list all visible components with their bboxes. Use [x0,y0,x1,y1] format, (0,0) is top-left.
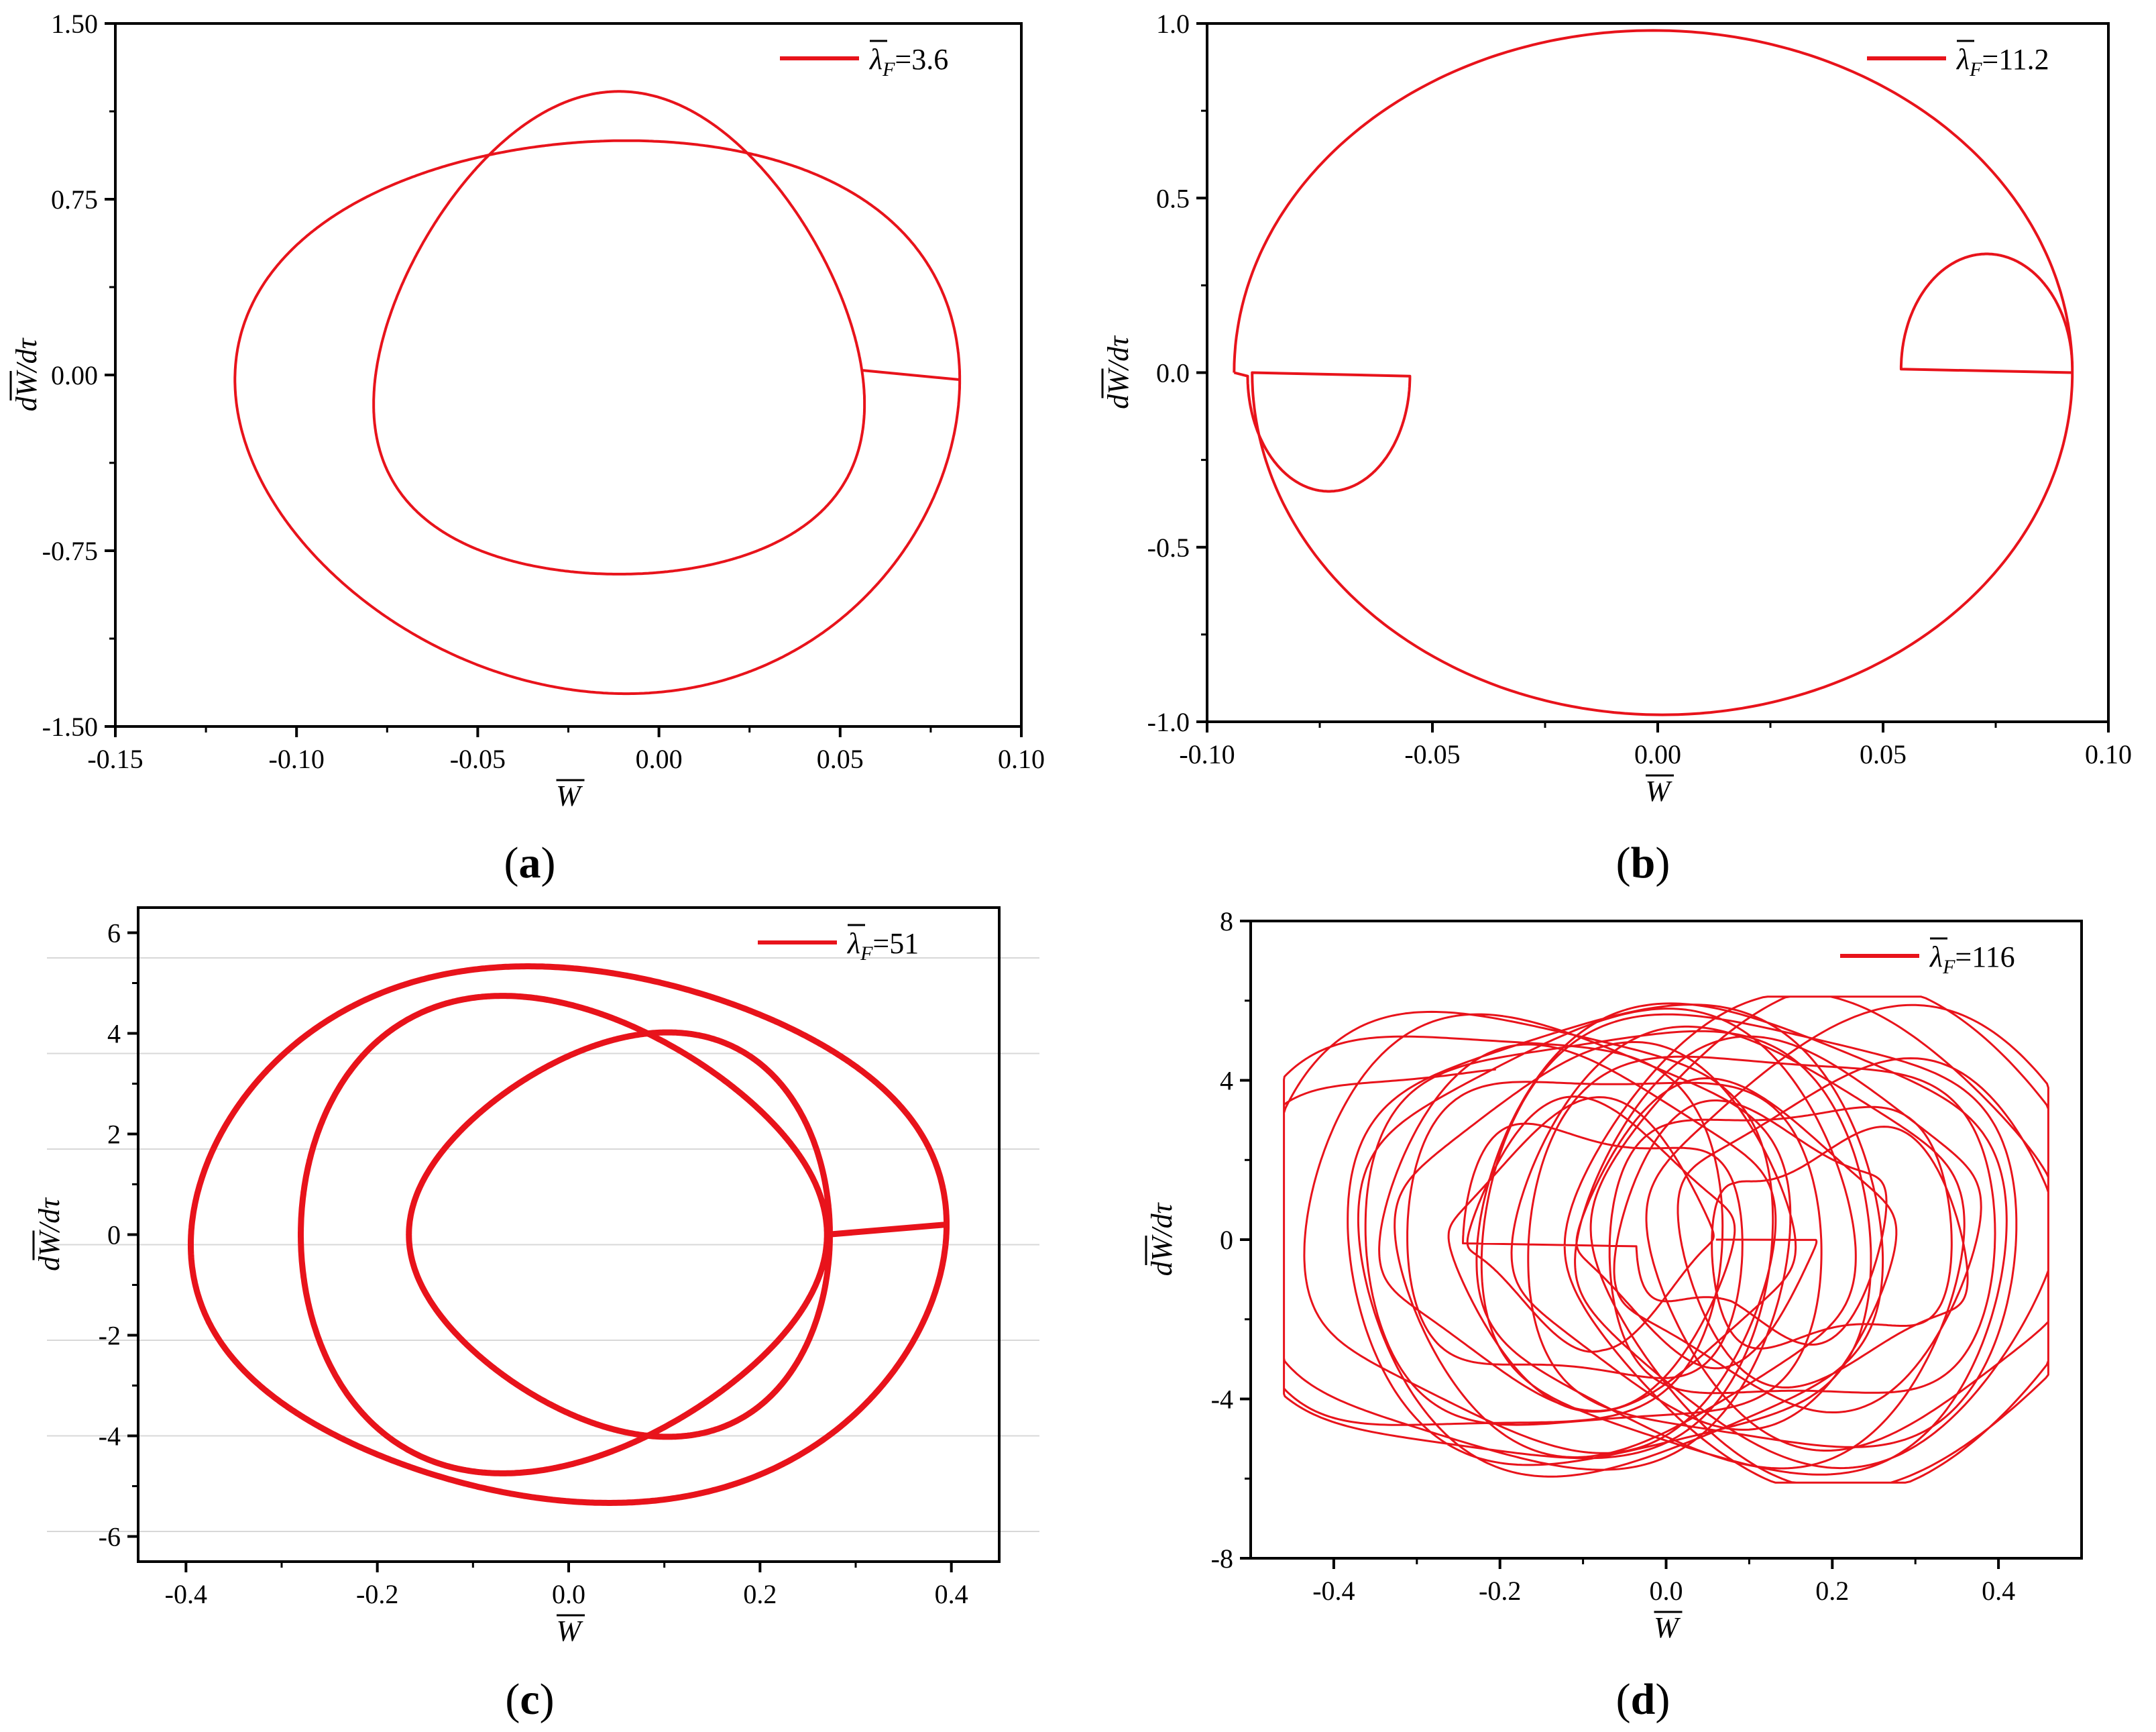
y-tick-label: 0.0 [1156,358,1190,388]
legend-subscript: F [1942,956,1955,978]
y-tick-label: 0.75 [51,184,98,215]
phase-trajectory [1233,29,2074,716]
x-axis-label: W [1654,1611,1681,1644]
y-axis-label: dW/dτ [10,337,43,411]
x-tick-label: -0.10 [269,744,325,774]
x-axis-label: W [557,1615,583,1647]
plot-frame [1206,22,2110,723]
x-tick-label: -0.4 [1312,1576,1355,1606]
y-tick-label: -0.5 [1147,533,1190,563]
panel-caption: (c) [505,1675,554,1724]
legend-value: =116 [1955,940,2015,973]
x-tick-label: -0.10 [1179,739,1235,769]
y-axis-label-group: dW/dτ [1145,1201,1178,1276]
x-tick-label: 0.0 [1650,1576,1683,1606]
legend-subscript: F [882,58,895,80]
panel-caption: (a) [504,838,556,887]
legend-label: λF=116 [1929,940,2015,978]
y-tick-label: 4 [107,1019,121,1049]
y-tick-label: 0.5 [1156,183,1190,213]
y-tick-label: -4 [1211,1385,1233,1415]
x-tick-label: -0.05 [450,744,506,774]
x-tick-label: 0.2 [743,1579,777,1609]
x-tick-label: 0.05 [817,744,864,774]
panel-c: -0.4 -0.2 0.0 0.2 0.4 6 4 2 0 -2 -4 -6 WdW/dτ λF=51 (c… [32,906,1039,1724]
y-tick-label: -2 [99,1321,121,1351]
legend-subscript: F [860,942,873,965]
legend-label: λF=3.6 [868,43,948,80]
x-tick-label: 0.0 [552,1579,585,1609]
plot-frame [114,22,1023,728]
y-axis-label-group: dW/dτ [9,337,43,411]
x-tick-label: -0.2 [356,1579,398,1609]
legend-value: =3.6 [895,43,948,76]
y-tick-label: -6 [99,1522,121,1552]
legend-value: =11.2 [1982,43,2049,76]
y-tick-label: -4 [99,1421,121,1452]
y-tick-label: 1.50 [51,9,98,39]
y-tick-label: 0 [107,1220,121,1250]
y-tick-label: 0.00 [51,360,98,390]
x-tick-label: 0.2 [1815,1576,1849,1606]
legend-label: λF=51 [846,927,919,965]
legend-symbol: λ [846,927,860,960]
x-tick-label: 0.00 [1634,739,1681,769]
x-tick-label: 0.10 [998,744,1045,774]
panel-d: -0.4 -0.2 0.0 0.2 0.4 8 4 0 -4 -8 WdW/dτ λF=116 (d) [1145,906,2083,1724]
y-tick-label: 4 [1220,1066,1233,1096]
panel-b: -0.10 -0.05 0.00 0.05 0.10 1.0 0.5 0.0 -0.5 -1.0 W… [1101,9,2132,887]
x-tick-label: 0.4 [935,1579,968,1609]
x-axis-label: W [556,779,583,812]
x-tick-label: -0.15 [87,744,143,774]
x-tick-label: -0.2 [1479,1576,1521,1606]
y-axis-label: dW/dτ [1145,1201,1178,1276]
y-tick-label: -0.75 [42,536,98,566]
x-tick-label: -0.05 [1404,739,1460,769]
x-tick-label: -0.4 [165,1579,207,1609]
y-tick-label: -1.0 [1147,707,1190,737]
y-axis-label-group: dW/dτ [32,1197,66,1271]
y-tick-label: 2 [107,1120,121,1150]
y-tick-label: 6 [107,918,121,949]
y-tick-label: 0 [1220,1225,1233,1255]
legend-symbol: λ [1955,43,1970,76]
legend-subscript: F [1969,58,1982,80]
legend-symbol: λ [1929,940,1943,973]
y-tick-label: -8 [1211,1544,1233,1574]
y-tick-label: -1.50 [42,712,98,742]
y-axis-label-group: dW/dτ [1101,335,1135,409]
legend-symbol: λ [868,43,883,76]
x-tick-label: 0.10 [2085,739,2132,769]
x-axis-label: W [1646,775,1672,808]
phase-trajectory [1283,995,2049,1484]
panel-caption: (d) [1616,1675,1670,1724]
panel-caption: (b) [1616,838,1670,887]
x-tick-label: 0.4 [1982,1576,2015,1606]
panel-a: -0.15 -0.10 -0.05 0.00 0.05 0.10 1.50 0.75 0.00 -… [9,9,1045,887]
y-tick-label: 1.0 [1156,9,1190,39]
legend-label: λF=11.2 [1955,43,2049,80]
y-axis-label: dW/dτ [33,1197,66,1271]
phase-trajectory [233,90,962,696]
x-tick-label: 0.05 [1860,739,1907,769]
y-tick-label: 8 [1220,906,1233,936]
y-axis-label: dW/dτ [1102,335,1135,409]
x-tick-label: 0.00 [636,744,683,774]
phase-trajectory [188,963,950,1506]
legend-value: =51 [872,927,919,960]
